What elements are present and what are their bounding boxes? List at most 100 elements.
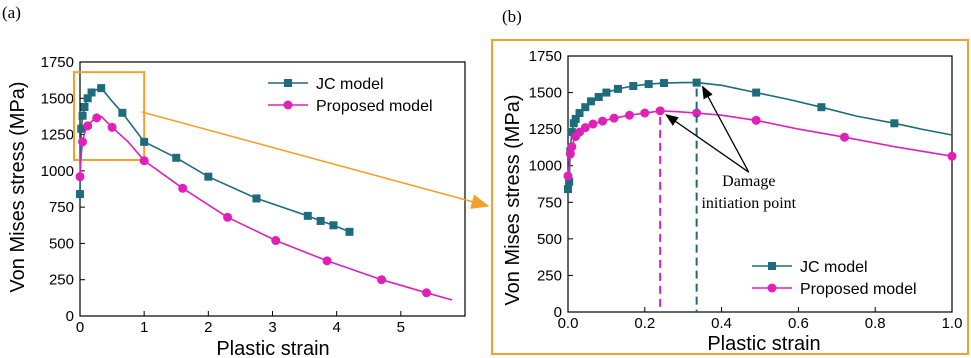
panel-a-x-tick-label: 5: [397, 319, 405, 336]
panel-a-jc-point: [83, 94, 92, 103]
panel-a-legend-jc-marker: [284, 79, 292, 87]
panel-a-zoom-box: [73, 71, 146, 161]
panel-a-jc-point: [118, 108, 127, 117]
panel-b-proposed-point: [751, 115, 761, 125]
panel-b-annotation-line-1: Damage: [722, 173, 775, 190]
panel-b-y-axis-label: Von Mises stress (MPa): [502, 94, 524, 305]
panel-b-axes: 0.0 0.2 0.4 0.6 0.8 1.0 0 250 500 750 1000 1250 1500…: [529, 48, 963, 332]
panel-b-proposed-point: [567, 142, 577, 152]
panel-a-y-axis-label: Von Mises stress (MPa): [7, 81, 29, 292]
panel-b-proposed-point: [692, 108, 702, 118]
panel-a-jc-point: [76, 190, 84, 199]
panel-a-proposed-point: [78, 137, 88, 147]
panel-a-jc-point: [87, 88, 96, 97]
panel-b-jc-point: [594, 92, 603, 101]
panel-a-legend: JC model Proposed model: [268, 76, 433, 115]
panel-b-jc-point: [569, 119, 578, 128]
panel-a-jc-point: [303, 211, 312, 220]
panel-a-proposed-point: [322, 256, 332, 266]
panel-a-proposed-point: [178, 183, 188, 193]
panel-b-frame: [491, 39, 969, 355]
panel-b-y-tick-label: 0: [554, 304, 562, 321]
panel-b-proposed-point: [563, 171, 573, 181]
panel-a-jc-point: [252, 194, 261, 203]
panel-a-legend-jc-label: JC model: [316, 76, 384, 93]
panel-b-jc-point: [602, 88, 611, 97]
panel-b-x-tick-label: 0.4: [711, 315, 732, 332]
panel-a-x-axis-label: Plastic strain: [216, 338, 329, 358]
panel-a-x-tick-label: 3: [268, 319, 276, 336]
panel-b-jc-point: [565, 177, 574, 186]
panel-b-proposed-point: [947, 151, 957, 161]
panel-b-x-tick-label: 0.0: [558, 315, 579, 332]
panel-b-jc-point: [564, 185, 572, 194]
panel-b-proposed-point: [588, 119, 598, 129]
panel-a-y-tick-label: 0: [66, 308, 74, 325]
panel-b-jc-point: [890, 119, 899, 128]
panel-a-jc-point: [77, 124, 86, 133]
panel-a-proposed-line: [79, 115, 453, 301]
panel-b-damage-annotation: Damage initiation point: [659, 85, 797, 312]
panel-b-jc-point: [692, 78, 701, 87]
panel-b-proposed-point: [624, 110, 634, 120]
panel-b-proposed-point: [580, 123, 590, 133]
panel-b-x-tick-label: 0.6: [788, 315, 809, 332]
panel-a-proposed-point: [223, 212, 233, 222]
panel-a-proposed-point: [139, 156, 149, 166]
panel-b-damage-arrow: [665, 114, 750, 173]
panel-a-y-tick-label: 1250: [41, 127, 74, 144]
panel-b-y-tick-label: 750: [537, 194, 562, 211]
panel-b-y-tick-label: 1000: [529, 158, 562, 175]
panel-b-jc-point: [629, 81, 638, 90]
connector-line: [141, 111, 490, 209]
panel-a-proposed-point: [422, 288, 431, 298]
panel-b-x-axis-label: Plastic strain: [707, 333, 820, 355]
panel-a-y-tick-label: 750: [49, 199, 74, 216]
panel-b-y-tick-label: 250: [537, 267, 562, 284]
panel-b-legend: JC model Proposed model: [752, 259, 917, 298]
panel-b-jc-point: [660, 79, 668, 88]
panel-b-legend-proposed-marker: [767, 283, 777, 293]
panel-a-chart: (a) 0 1 2 3 4 5 0 250 500 750 1000 1250 1500 1750 JC …: [2, 3, 466, 358]
panel-b-proposed-point: [655, 106, 665, 116]
panel-a-x-tick-label: 2: [204, 319, 212, 336]
panel-a-legend-proposed-label: Proposed model: [316, 98, 433, 115]
panel-a-proposed-point: [75, 172, 85, 182]
panel-b-proposed-point: [640, 108, 650, 118]
panel-b-chart: (b) 0.0 0.2 0.4 0.6 0.8 1.0 0 250 500 750 1000 1250…: [491, 7, 969, 355]
panel-b-legend-jc-marker: [768, 262, 776, 270]
panel-b-x-tick-label: 0.2: [634, 315, 655, 332]
panel-a-legend-proposed-marker: [283, 100, 293, 110]
panel-b-annotation-line-2: initiation point: [701, 195, 796, 212]
panel-b-jc-point: [817, 103, 826, 112]
panel-b-y-tick-label: 1500: [529, 85, 562, 102]
panel-a-y-tick-label: 1500: [41, 90, 74, 107]
panel-b-y-tick-label: 500: [537, 231, 562, 248]
panel-b-y-tick-label: 1750: [529, 48, 562, 65]
panel-b-legend-proposed-label: Proposed model: [800, 281, 917, 298]
panel-b-label: (b): [502, 7, 522, 26]
panel-a-jc-point: [329, 221, 338, 230]
panel-a-jc-point: [140, 137, 149, 146]
panel-a-y-tick-label: 500: [49, 235, 74, 252]
panel-a-x-tick-label: 4: [332, 319, 340, 336]
panel-b-jc-point: [581, 103, 590, 112]
panel-a-zoom-box-outline: [73, 71, 146, 161]
panel-a-jc-point: [204, 172, 213, 181]
panel-a-jc-point: [80, 102, 89, 111]
panel-b-legend-jc-label: JC model: [800, 259, 868, 276]
panel-a-jc-point: [172, 153, 181, 162]
panel-a-axes: 0 1 2 3 4 5 0 250 500 750 1000 1250 1500 1750: [41, 54, 466, 336]
panel-b-jc-point: [613, 84, 622, 93]
panel-b-jc-point: [567, 128, 576, 137]
panel-b-x-tick-label: 0.8: [865, 315, 886, 332]
panel-a-x-tick-label: 0: [76, 319, 84, 336]
panel-a-proposed-point: [92, 113, 102, 123]
panel-b-jc-point: [587, 97, 596, 106]
panel-b-y-tick-label: 1250: [529, 121, 562, 138]
panel-a-x-tick-label: 1: [140, 319, 148, 336]
panel-b-series: [563, 78, 957, 194]
panel-b-x-tick-label: 1.0: [942, 315, 963, 332]
panel-b-proposed-point: [565, 149, 575, 159]
